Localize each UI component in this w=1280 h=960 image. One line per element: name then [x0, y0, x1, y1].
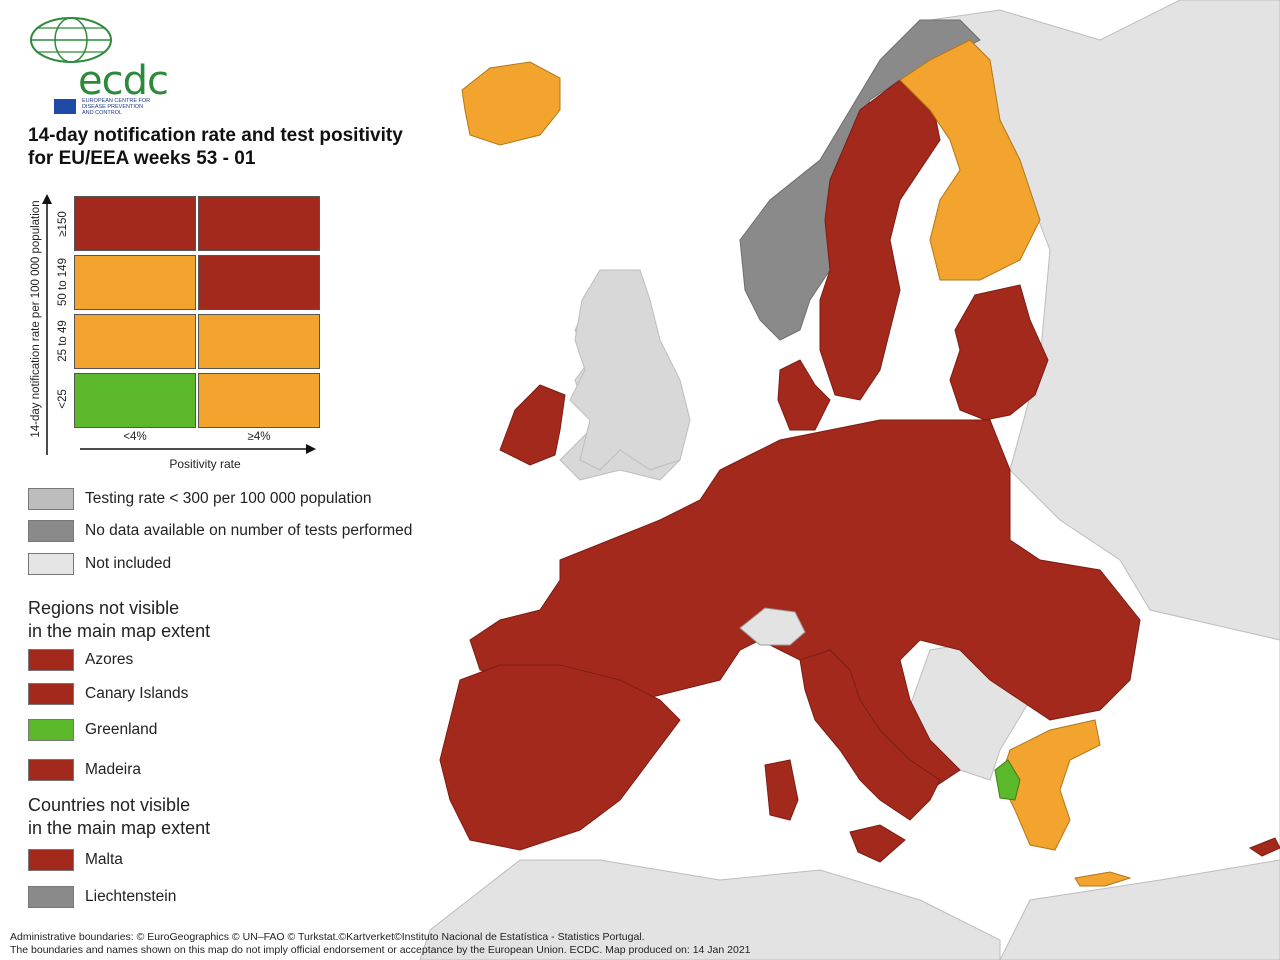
matrix-cell — [198, 373, 320, 428]
matrix-row-label: <25 — [57, 389, 69, 409]
sardinia-region — [764, 759, 799, 821]
matrix-cell — [74, 314, 196, 369]
switzerland-region — [739, 607, 806, 646]
countries-heading: Countries not visible in the main map ex… — [28, 795, 211, 838]
legend-swatch — [28, 520, 74, 542]
matrix-col-label: ≥4% — [247, 431, 271, 443]
legend-swatch — [28, 683, 74, 705]
matrix-row-label: ≥150 — [57, 211, 69, 237]
regions-heading: Regions not visible in the main map exte… — [28, 598, 211, 641]
map-footer: Administrative boundaries: © EuroGeograp… — [10, 931, 910, 957]
matrix-cell — [198, 196, 320, 251]
ecdc-logo: ecdc — [26, 6, 169, 118]
globe-icon — [30, 17, 112, 63]
albania-region — [994, 759, 1021, 801]
norway-region — [739, 19, 981, 341]
matrix-col-label: <4% — [123, 431, 147, 443]
ireland-region — [499, 384, 566, 466]
footer-line-boundaries: Administrative boundaries: © EuroGeograp… — [10, 931, 645, 943]
italy-region — [799, 649, 941, 821]
iberia-region — [439, 664, 681, 851]
map-title: 14-day notification rate and test positi… — [28, 125, 403, 169]
sicily-region — [849, 824, 906, 863]
matrix-cell — [74, 255, 196, 310]
finland-region — [899, 39, 1041, 281]
matrix-row-label: 25 to 49 — [57, 320, 69, 362]
legend-swatch — [28, 553, 74, 575]
legend-swatch — [28, 719, 74, 741]
matrix-x-label: Positivity rate — [169, 457, 241, 471]
denmark-region — [777, 359, 831, 431]
matrix-cell — [74, 373, 196, 428]
logo-subtitle: EUROPEAN CENTRE FOR DISEASE PREVENTION A… — [82, 98, 151, 116]
matrix-axes — [42, 194, 316, 455]
eu-flag-icon — [54, 99, 76, 114]
legend-swatch — [28, 649, 74, 671]
crete-region — [1074, 871, 1132, 887]
cyprus-region — [1248, 837, 1280, 857]
legend-swatch — [28, 886, 74, 908]
footer-line-disclaimer: The boundaries and names shown on this m… — [10, 944, 751, 956]
logo-wordmark: ecdc — [78, 58, 169, 104]
iceland-region — [461, 61, 561, 146]
baltics-region — [949, 284, 1049, 421]
legend-swatch — [28, 759, 74, 781]
legend-swatch — [28, 488, 74, 510]
matrix-cell — [198, 255, 320, 310]
greece-region — [999, 719, 1101, 851]
legend-swatch — [28, 849, 74, 871]
not-included-land — [419, 0, 1280, 960]
matrix-row-label: 50 to 149 — [57, 258, 69, 306]
sweden-region — [819, 79, 941, 401]
matrix-cell — [198, 314, 320, 369]
matrix-cell — [74, 196, 196, 251]
